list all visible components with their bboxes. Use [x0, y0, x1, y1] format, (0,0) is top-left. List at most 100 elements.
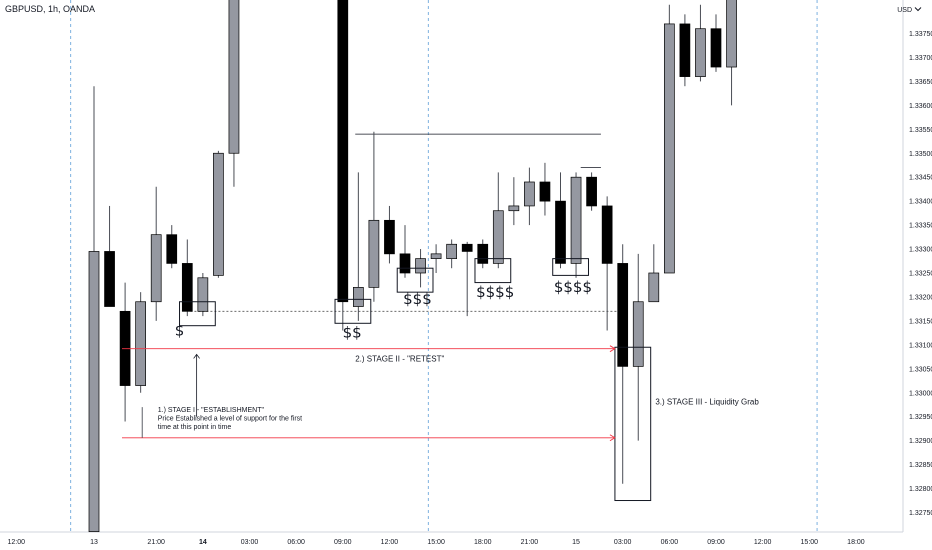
chart-annotations: $ $$$$$ $$$$ $$$$1.) STAGE I - "ESTABLISHME…: [158, 278, 760, 431]
time-tick-label: 21:00: [147, 539, 165, 546]
candle: [368, 131, 380, 302]
candle-body: [570, 176, 582, 264]
price-axis[interactable]: 1.33750 1.33700 1.33650 1.33600 1.33550 1.335…: [909, 31, 932, 517]
price-tick-label: 1.33650: [909, 79, 932, 86]
candle-body: [726, 0, 737, 68]
candle: [399, 225, 411, 278]
time-tick-label: 14: [199, 539, 207, 546]
candle-body: [430, 253, 442, 259]
time-tick-label: 15: [572, 539, 580, 546]
candle-body: [695, 28, 706, 77]
candle-body: [384, 219, 395, 255]
candle: [88, 86, 100, 533]
candle-body: [104, 251, 115, 307]
chevron-down-icon[interactable]: [914, 7, 922, 12]
price-tick-label: 1.33200: [909, 294, 932, 301]
liquidity-label: $$$$: [476, 283, 514, 301]
liquidity-label: $$$$: [554, 278, 592, 296]
time-tick-label: 13: [90, 539, 98, 546]
price-tick-label: 1.33050: [909, 366, 932, 373]
candle: [601, 196, 613, 331]
level-lines: [190, 133, 626, 312]
candle-body: [477, 243, 489, 264]
session-separators: [0, 0, 904, 533]
zone-box: [396, 267, 434, 293]
candle-body: [228, 0, 240, 154]
time-tick-label: 12:00: [754, 539, 772, 546]
candle-body: [663, 23, 675, 274]
liquidity-label: $$$: [403, 290, 432, 308]
candle-body: [150, 234, 162, 303]
time-tick-label: 06:00: [287, 539, 305, 546]
candle: [430, 244, 442, 273]
candle: [119, 282, 131, 422]
price-tick-label: 1.33450: [909, 175, 932, 182]
candle: [477, 239, 489, 269]
price-tick-label: 1.33500: [909, 151, 932, 158]
candle-body: [679, 23, 691, 77]
candle-body: [415, 258, 426, 274]
candle-body: [710, 28, 722, 68]
time-tick-label: 18:00: [474, 539, 492, 546]
currency-label: USD: [897, 7, 912, 14]
time-axis[interactable]: 12:00 13 21:00 14 03:00 06:00 09:00 12:00 15:00 1…: [7, 539, 864, 546]
zone-box: [552, 258, 589, 276]
zone-boxes: [179, 258, 652, 502]
price-tick-label: 1.32800: [909, 486, 932, 493]
price-tick-label: 1.33350: [909, 223, 932, 230]
price-tick-label: 1.33600: [909, 103, 932, 110]
candle-body: [632, 301, 644, 367]
candle: [648, 244, 660, 303]
price-tick-label: 1.33750: [909, 31, 932, 38]
candle: [461, 241, 473, 317]
candle: [337, 0, 349, 331]
candle: [492, 172, 504, 269]
candle: [539, 162, 551, 216]
candle-body: [492, 210, 504, 264]
time-tick-label: 18:00: [847, 539, 865, 546]
liquidity-label: $: [175, 321, 185, 339]
price-tick-label: 1.33400: [909, 199, 932, 206]
time-tick-label: 21:00: [521, 539, 539, 546]
price-tick-label: 1.32900: [909, 438, 932, 445]
price-tick-label: 1.33100: [909, 342, 932, 349]
candle: [710, 14, 722, 72]
candle: [384, 205, 395, 264]
candle-body: [337, 0, 349, 303]
annotation-text: 3.) STAGE III - Liquidity Grab: [655, 398, 759, 407]
red-arrow-head: [609, 345, 616, 353]
candles: [88, 0, 737, 533]
candle-body: [539, 181, 551, 202]
price-tick-label: 1.33000: [909, 390, 932, 397]
price-tick-label: 1.33300: [909, 247, 932, 254]
arrow-drawings: [121, 345, 616, 442]
zone-box: [179, 301, 216, 327]
up-arrow-head: [193, 353, 200, 359]
candle: [570, 172, 582, 278]
candle: [508, 177, 520, 226]
zone-box: [334, 298, 372, 324]
candle: [617, 244, 629, 484]
candle-body: [181, 263, 193, 312]
zone-box: [614, 346, 652, 502]
candle-body: [368, 219, 380, 288]
time-tick-label: 09:00: [707, 539, 725, 546]
time-tick-label: 12:00: [381, 539, 399, 546]
candle: [695, 4, 706, 82]
price-tick-label: 1.32850: [909, 462, 932, 469]
candle: [446, 239, 457, 269]
red-arrow-head: [609, 434, 616, 442]
candle: [679, 14, 691, 87]
candle-body: [353, 287, 364, 307]
time-tick-label: 03:00: [614, 539, 632, 546]
candle-body: [446, 243, 457, 259]
candle: [181, 239, 193, 317]
candle: [524, 167, 535, 226]
price-tick-label: 1.33250: [909, 271, 932, 278]
time-tick-label: 09:00: [334, 539, 352, 546]
candle-body: [166, 234, 178, 264]
candle-body: [461, 243, 473, 252]
candle-body: [213, 152, 224, 276]
currency-selector[interactable]: USD: [897, 7, 922, 14]
